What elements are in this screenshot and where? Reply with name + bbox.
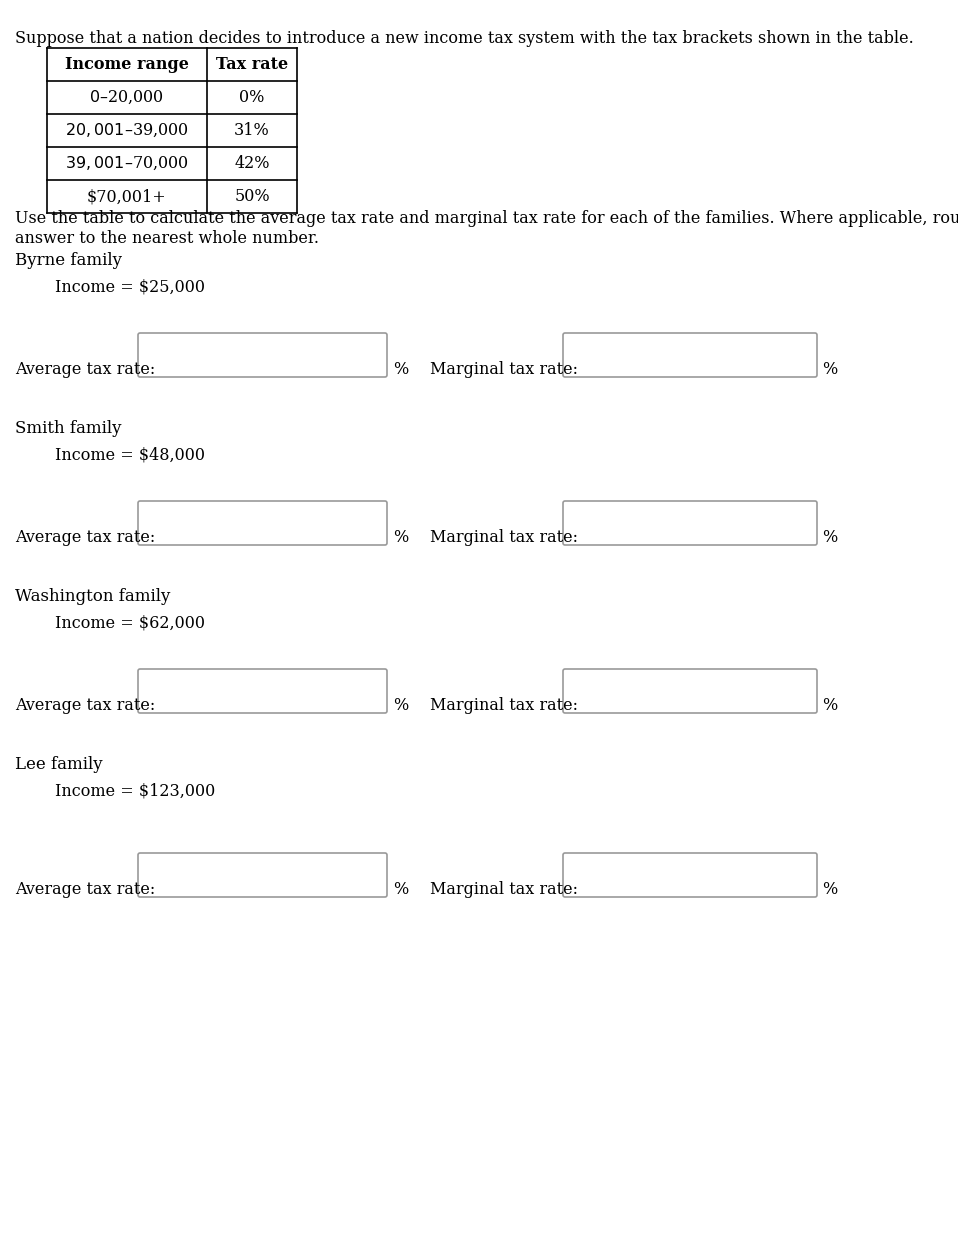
FancyBboxPatch shape — [563, 670, 817, 713]
FancyBboxPatch shape — [138, 853, 387, 897]
Text: Suppose that a nation decides to introduce a new income tax system with the tax : Suppose that a nation decides to introdu… — [15, 30, 914, 47]
Text: Marginal tax rate:: Marginal tax rate: — [430, 882, 578, 899]
Text: $20,001–$39,000: $20,001–$39,000 — [65, 122, 189, 139]
Text: Income = $123,000: Income = $123,000 — [55, 782, 216, 799]
Text: $39,001–$70,000: $39,001–$70,000 — [65, 155, 189, 172]
Text: Tax rate: Tax rate — [216, 56, 288, 73]
FancyBboxPatch shape — [563, 334, 817, 377]
FancyBboxPatch shape — [563, 501, 817, 546]
Text: Average tax rate:: Average tax rate: — [15, 882, 155, 899]
Text: Washington family: Washington family — [15, 588, 171, 605]
FancyBboxPatch shape — [138, 670, 387, 713]
Text: Marginal tax rate:: Marginal tax rate: — [430, 529, 578, 547]
Text: Income range: Income range — [65, 56, 189, 73]
Text: Average tax rate:: Average tax rate: — [15, 529, 155, 547]
Text: $70,001+: $70,001+ — [87, 188, 167, 205]
Text: %: % — [822, 362, 837, 378]
Text: %: % — [822, 882, 837, 899]
Text: Average tax rate:: Average tax rate: — [15, 362, 155, 378]
Text: %: % — [393, 882, 408, 899]
Text: $0–$20,000: $0–$20,000 — [89, 89, 165, 107]
FancyBboxPatch shape — [138, 334, 387, 377]
Text: Byrne family: Byrne family — [15, 252, 122, 269]
Text: %: % — [822, 697, 837, 714]
Text: Income = $62,000: Income = $62,000 — [55, 614, 205, 631]
Text: 0%: 0% — [240, 89, 264, 105]
FancyBboxPatch shape — [563, 853, 817, 897]
Text: Lee family: Lee family — [15, 756, 103, 773]
FancyBboxPatch shape — [138, 501, 387, 546]
Text: %: % — [822, 529, 837, 547]
Text: %: % — [393, 697, 408, 714]
Text: 50%: 50% — [234, 188, 270, 205]
Text: %: % — [393, 529, 408, 547]
Text: Marginal tax rate:: Marginal tax rate: — [430, 697, 578, 714]
Text: Smith family: Smith family — [15, 420, 122, 436]
Text: 31%: 31% — [234, 122, 270, 139]
Text: Income = $25,000: Income = $25,000 — [55, 278, 205, 295]
Text: %: % — [393, 362, 408, 378]
Text: 42%: 42% — [235, 155, 270, 172]
Text: Income = $48,000: Income = $48,000 — [55, 446, 205, 463]
Text: Average tax rate:: Average tax rate: — [15, 697, 155, 714]
Text: Marginal tax rate:: Marginal tax rate: — [430, 362, 578, 378]
Text: answer to the nearest whole number.: answer to the nearest whole number. — [15, 229, 319, 247]
Text: Use the table to calculate the average tax rate and marginal tax rate for each o: Use the table to calculate the average t… — [15, 210, 958, 227]
